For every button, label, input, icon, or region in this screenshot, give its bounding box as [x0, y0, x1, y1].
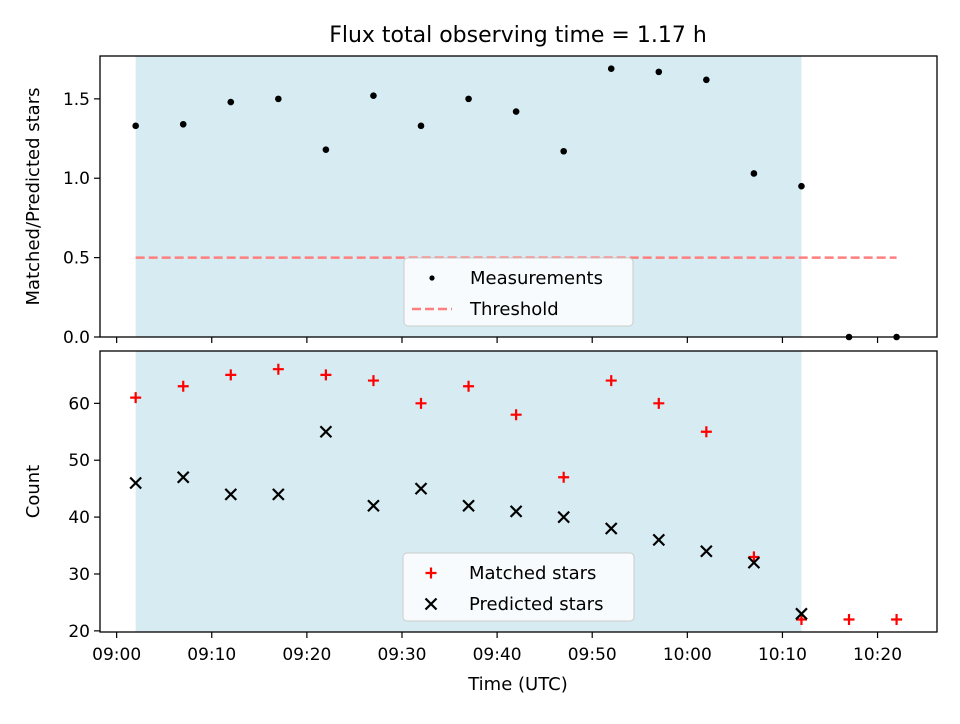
y-tick-label: 50 — [68, 451, 90, 471]
measurements-point — [798, 182, 805, 190]
y-tick-label: 0.0 — [63, 328, 90, 348]
y-axis-label: Count — [23, 465, 44, 518]
predicted-stars-point — [129, 476, 142, 490]
measurements-point — [227, 98, 235, 106]
x-tick-label: 10:10 — [758, 645, 807, 665]
x-tick-label: 09:10 — [187, 645, 236, 665]
plot-frame — [99, 350, 938, 633]
predicted-stars-point — [414, 482, 428, 495]
y-tick-label: 1.5 — [63, 90, 90, 110]
x-tick-label: 10:00 — [663, 645, 712, 665]
matched-stars-point — [177, 380, 189, 392]
predicted-stars-point — [509, 505, 523, 518]
legend-plus-swatch — [425, 567, 437, 579]
measurements-point — [750, 170, 758, 177]
measurements-point — [275, 95, 282, 103]
matched-stars-point — [795, 613, 807, 625]
measurements-point — [179, 120, 187, 128]
legend-entry-label: Measurements — [470, 268, 603, 289]
predicted-stars-point — [319, 425, 333, 439]
y-axis-label: Matched/Predicted stars — [23, 88, 44, 306]
matched-stars-point — [891, 613, 903, 625]
matched-stars-point — [367, 375, 379, 387]
legend: Matched stars Predicted stars — [402, 552, 635, 622]
matched-stars-point — [130, 392, 142, 404]
y-tick-label: 60 — [68, 394, 90, 414]
predicted-stars-point — [747, 556, 761, 569]
measurements-point — [607, 65, 615, 73]
measurements-point — [132, 122, 139, 130]
measurements-point — [655, 68, 663, 76]
legend-box — [403, 257, 634, 327]
predicted-stars-point — [604, 522, 618, 535]
x-tick-label: 09:20 — [282, 645, 331, 665]
matched-stars-point — [320, 369, 332, 381]
matched-stars-point — [605, 375, 617, 387]
y-tick-label: 40 — [68, 508, 90, 528]
matched-stars-point — [700, 426, 712, 438]
y-tick-label: 1.0 — [63, 169, 90, 189]
predicted-stars-point — [795, 607, 808, 621]
matched-stars-point — [463, 380, 475, 392]
matched-stars-point — [225, 369, 237, 381]
predicted-stars-point — [224, 488, 238, 501]
y-tick-label: 30 — [68, 565, 90, 585]
legend: Measurements Threshold — [403, 257, 634, 327]
measurements-point — [560, 147, 567, 155]
x-tick-label: 09:30 — [377, 645, 426, 665]
legend-box — [402, 552, 635, 622]
matched-stars-point — [558, 471, 570, 483]
panel-2: 20 30 40 50 60 09:00 09:10 09:20 09:30 09:40 09:50… — [23, 350, 938, 665]
legend-cross-swatch — [424, 597, 438, 611]
x-tick-label: 09:50 — [568, 645, 617, 665]
measurements-point — [417, 122, 425, 130]
x-tick-label: 10:20 — [853, 645, 902, 665]
matched-stars-point — [843, 613, 855, 625]
legend-entry-label: Matched stars — [469, 563, 596, 584]
matched-stars-point — [510, 409, 522, 421]
chart-title: Flux total observing time = 1.17 h — [329, 23, 707, 48]
x-tick-label: 09:00 — [92, 645, 141, 665]
measurements-point — [370, 92, 377, 99]
y-tick-label: 0.5 — [63, 249, 90, 269]
x-axis-label: Time (UTC) — [467, 674, 568, 695]
matched-stars-point — [272, 363, 284, 375]
measurements-point — [703, 76, 710, 84]
x-tick-label: 09:40 — [473, 645, 522, 665]
predicted-stars-point — [462, 499, 475, 512]
y-tick-label: 20 — [68, 622, 90, 642]
measurements-point — [512, 108, 520, 115]
matched-stars-point — [415, 397, 427, 409]
plot-frame — [99, 55, 938, 338]
matched-stars-point — [653, 397, 665, 409]
predicted-stars-point — [367, 499, 380, 512]
predicted-stars-point — [272, 488, 285, 501]
legend-entry-label: Threshold — [469, 299, 559, 320]
measurements-point — [322, 146, 330, 153]
predicted-stars-point — [557, 510, 570, 524]
matched-stars-point — [748, 551, 760, 563]
predicted-stars-point — [176, 471, 190, 484]
predicted-stars-point — [652, 533, 666, 547]
measurements-point — [465, 95, 472, 103]
legend-entry-label: Predicted stars — [469, 594, 603, 615]
legend-dot-swatch — [429, 275, 435, 281]
predicted-stars-point — [700, 544, 713, 558]
panel-1: 0.0 0.5 1.0 1.5 Matched/Predicted stars Measu… — [23, 55, 938, 348]
